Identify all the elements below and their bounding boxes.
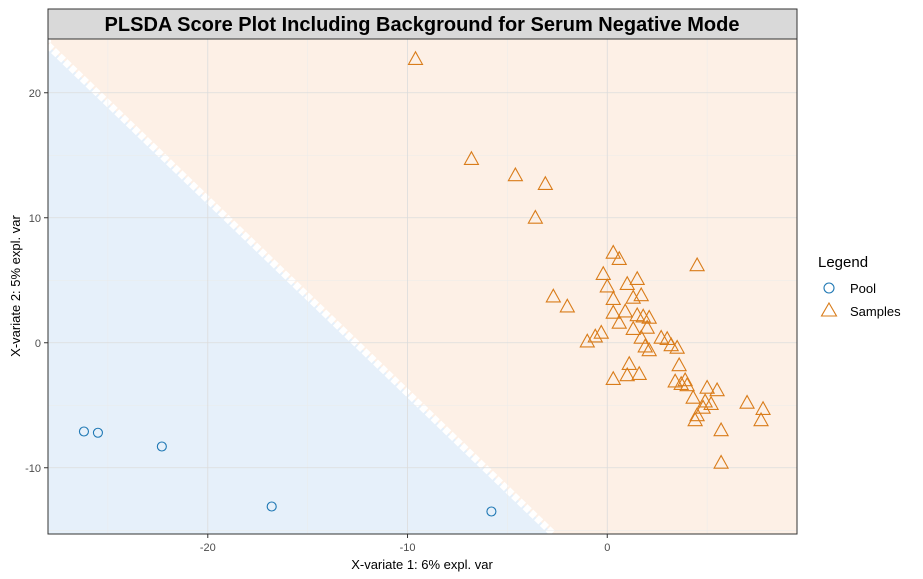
pool-point	[78, 426, 90, 437]
x-tick-label: -10	[400, 542, 416, 554]
samples-point	[559, 298, 576, 313]
samples-point	[593, 324, 610, 339]
samples-point	[709, 381, 726, 397]
samples-point	[677, 371, 694, 387]
title-strip	[47, 8, 798, 40]
y-tick-label: 20	[29, 88, 41, 100]
samples-point	[545, 288, 562, 303]
samples-point	[537, 175, 554, 190]
samples-point	[599, 278, 616, 293]
panel-border	[47, 38, 798, 535]
samples-point	[619, 366, 636, 382]
samples-point	[639, 319, 656, 334]
samples-point	[631, 365, 648, 380]
samples-point	[579, 333, 596, 348]
samples-point	[633, 329, 650, 344]
samples-point	[755, 400, 771, 415]
samples-point	[407, 50, 424, 65]
samples-point	[713, 454, 730, 469]
samples-point	[605, 244, 622, 259]
samples-point	[685, 389, 702, 404]
samples-point	[713, 421, 730, 437]
samples-point	[463, 150, 480, 165]
samples-point	[641, 341, 658, 357]
grid-lines	[48, 39, 797, 534]
x-tick-label: 0	[604, 542, 610, 554]
legend-pool-label: Pool	[850, 281, 876, 296]
samples-point	[595, 265, 612, 280]
legend-samples-marker	[820, 301, 838, 317]
pool-point	[266, 501, 277, 512]
samples-point	[695, 399, 712, 414]
samples-point	[625, 320, 642, 335]
samples-point	[605, 304, 622, 319]
legend: Legend Pool Samples	[818, 254, 901, 319]
samples-point	[689, 256, 706, 272]
pool-point	[156, 441, 167, 452]
samples-point	[669, 339, 686, 354]
x-tick-label: -20	[200, 542, 216, 554]
samples-point	[671, 356, 688, 372]
samples-point	[507, 166, 524, 182]
pool-point	[92, 427, 103, 438]
samples-point	[687, 411, 704, 427]
legend-pool-marker	[823, 282, 835, 294]
pool-region	[48, 39, 554, 534]
samples-point	[739, 394, 756, 409]
samples-point	[753, 411, 769, 427]
samples-point	[621, 355, 638, 370]
y-tick-label: -10	[25, 463, 41, 475]
legend-title: Legend	[818, 254, 868, 271]
pool-point	[486, 506, 497, 517]
samples-point	[629, 306, 646, 322]
samples-point	[633, 286, 650, 302]
plot-panel	[47, 38, 798, 535]
y-axis: -10 0 10 20	[25, 88, 48, 475]
samples-point	[611, 314, 628, 329]
x-axis: -20 -10 0	[200, 534, 610, 554]
samples-point	[703, 395, 720, 410]
y-tick-label: 10	[29, 213, 41, 225]
samples-point	[689, 406, 706, 422]
y-axis-title: X-variate 2: 5% expl. var	[8, 215, 23, 357]
samples-point	[637, 338, 654, 353]
samples-point	[605, 290, 622, 305]
x-axis-title: X-variate 1: 6% expl. var	[351, 557, 493, 572]
samples-point	[611, 250, 628, 265]
samples-point	[527, 209, 544, 224]
y-tick-label: 0	[35, 338, 41, 350]
samples-point	[699, 379, 716, 394]
data-points	[78, 50, 771, 517]
samples-point	[679, 376, 696, 392]
legend-samples-label: Samples	[850, 304, 901, 319]
samples-point	[629, 270, 646, 285]
plot-title: PLSDA Score Plot Including Background fo…	[105, 14, 740, 36]
samples-point	[605, 370, 622, 385]
samples-point	[617, 303, 634, 318]
samples-point	[587, 328, 604, 343]
